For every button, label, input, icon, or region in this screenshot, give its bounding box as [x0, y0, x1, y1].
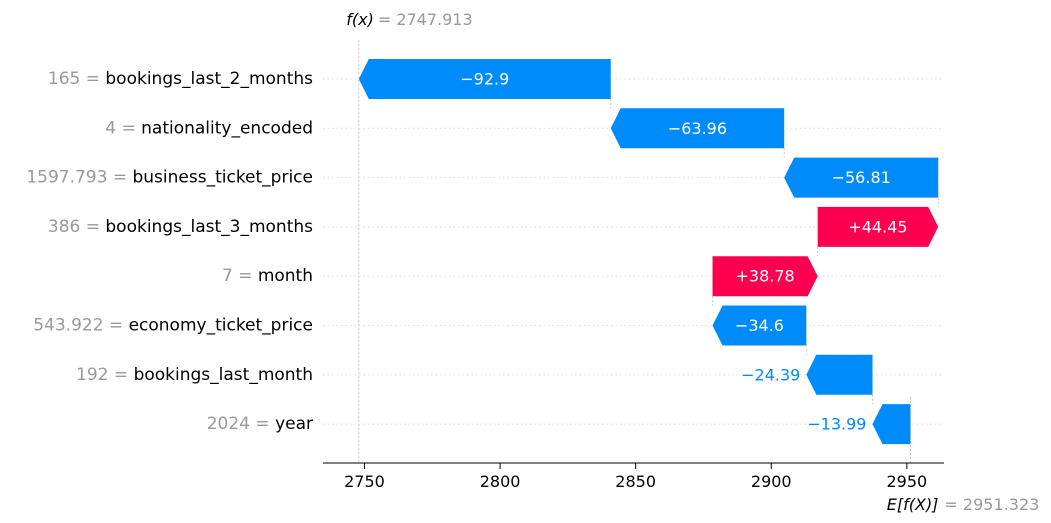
- bar-nationality_encoded: [610, 108, 785, 149]
- bar-business_ticket_price: [784, 157, 939, 198]
- feature-label: 543.922 = economy_ticket_price: [33, 316, 313, 336]
- bar-year: [872, 404, 911, 445]
- feature-value: 386 =: [48, 217, 106, 237]
- connector-lines: [610, 99, 939, 405]
- x-tick-label: 2800: [480, 472, 521, 491]
- bar-bookings_last_2_months: [358, 59, 611, 99]
- feature-labels: 165 = bookings_last_2_months 4 = national…: [26, 69, 313, 434]
- feature-name: bookings_last_month: [134, 365, 313, 385]
- contribution-label: −34.6: [735, 316, 784, 335]
- contribution-label: −63.96: [668, 119, 727, 138]
- feature-label: 7 = month: [222, 266, 313, 286]
- feature-value: 2024 =: [207, 414, 275, 434]
- bar-economy_ticket_price: [712, 305, 807, 346]
- bar-month: [712, 256, 818, 297]
- x-tick-label: 2750: [344, 472, 385, 491]
- x-axis: 2750 2800 2850 2900 2950: [323, 462, 944, 491]
- contribution-label: +44.45: [848, 217, 907, 236]
- feature-name: business_ticket_price: [132, 168, 313, 188]
- gridlines: [323, 40, 944, 463]
- contribution-label: −92.9: [460, 70, 509, 89]
- contribution-label: −13.99: [807, 415, 866, 434]
- feature-value: 543.922 =: [33, 316, 128, 336]
- contribution-label: +38.78: [736, 267, 795, 286]
- feature-name: economy_ticket_price: [129, 316, 313, 336]
- feature-value: 7 =: [222, 266, 258, 286]
- x-tick-label: 2900: [751, 472, 792, 491]
- feature-name: month: [258, 266, 313, 286]
- x-axis-ticks: 2750 2800 2850 2900 2950: [344, 463, 927, 491]
- x-tick-label: 2950: [886, 472, 927, 491]
- feature-name: bookings_last_3_months: [105, 217, 313, 237]
- fx-label: f(x): [346, 10, 374, 29]
- feature-value: 192 =: [76, 365, 134, 385]
- feature-name: nationality_encoded: [141, 118, 313, 138]
- feature-label: 386 = bookings_last_3_months: [48, 217, 313, 237]
- base-value: = 2951.323: [944, 495, 1039, 514]
- feature-value: 1597.793 =: [26, 168, 132, 188]
- x-tick-label: 2850: [615, 472, 656, 491]
- feature-label: 4 = nationality_encoded: [105, 118, 313, 138]
- fx-value: = 2747.913: [378, 10, 473, 29]
- feature-label: 2024 = year: [207, 414, 313, 434]
- feature-name: year: [275, 414, 313, 434]
- base-label: E[f(X)]: [887, 495, 939, 514]
- bar-bookings_last_3_months: [817, 206, 939, 247]
- feature-label: 1597.793 = business_ticket_price: [26, 168, 313, 188]
- feature-value: 165 =: [48, 69, 106, 89]
- feature-label: 192 = bookings_last_month: [76, 365, 313, 385]
- contribution-label: −56.81: [832, 168, 891, 187]
- contribution-label: −24.39: [741, 365, 800, 384]
- feature-name: bookings_last_2_months: [105, 69, 313, 89]
- feature-label: 165 = bookings_last_2_months: [48, 69, 313, 89]
- bar-bookings_last_month: [806, 354, 873, 395]
- feature-value: 4 =: [105, 118, 141, 138]
- bars: −92.9 −63.96 −56.81 +44.45 +38.78 −34.6 −24.39…: [358, 59, 939, 445]
